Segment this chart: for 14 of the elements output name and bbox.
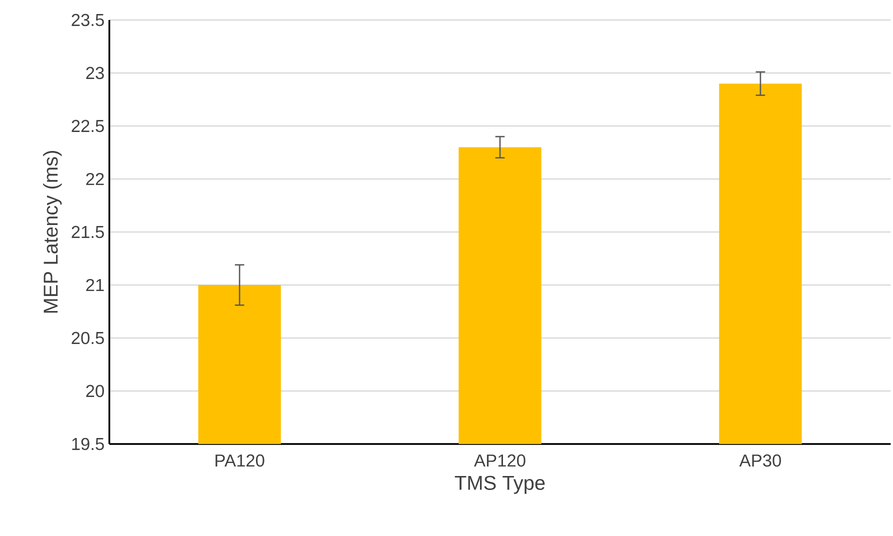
y-tick-label: 23 xyxy=(86,66,104,80)
y-tick-label: 19.5 xyxy=(72,438,104,450)
y-axis-title: MEP Latency (ms) xyxy=(43,151,62,313)
y-tick-label: 21.5 xyxy=(72,226,104,238)
x-axis-title: TMS Type xyxy=(454,476,545,494)
y-tick-label: 21 xyxy=(86,278,104,292)
x-tick-label: PA120 xyxy=(216,454,264,467)
y-tick-label: 22.5 xyxy=(72,120,104,132)
y-tick-label: 20.5 xyxy=(72,332,104,344)
x-tick-label: AP120 xyxy=(474,454,526,467)
y-tick-label: 22 xyxy=(86,172,104,186)
y-tick-label: 23.5 xyxy=(72,14,104,26)
x-tick-label: AP30 xyxy=(739,454,781,467)
y-tick-label: 20 xyxy=(86,384,104,398)
